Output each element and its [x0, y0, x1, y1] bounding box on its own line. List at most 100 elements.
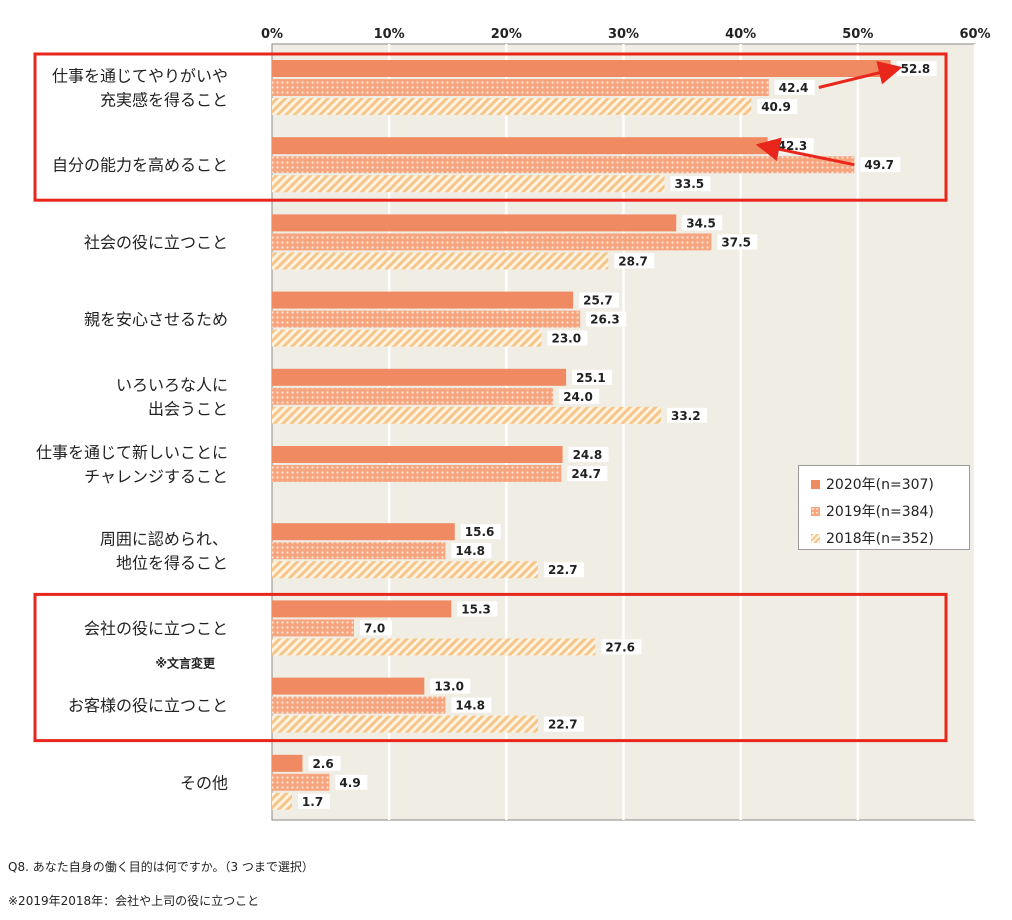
data-label-bg — [860, 157, 901, 173]
category-label: いろいろな人に — [116, 375, 228, 394]
data-label-bg — [451, 697, 492, 713]
footnote: ※2019年2018年：会社や上司の役に立つこと — [8, 894, 260, 908]
bar-chart: 0% 10% 20% 30% 40% 50% 60% 52.842.334.525.725.… — [33, 27, 991, 821]
bar — [272, 754, 303, 772]
category-label: 地位を得ること — [116, 554, 228, 573]
category-label: 仕事を通じて新しいことに — [36, 443, 228, 462]
bar — [272, 291, 574, 309]
data-label: 49.7 — [864, 158, 894, 172]
legend-item-2020: 2020年(n=307) — [811, 474, 934, 494]
data-label: 37.5 — [721, 235, 751, 249]
data-label-bg — [670, 176, 711, 192]
bar — [272, 446, 563, 463]
data-label: 34.5 — [686, 216, 716, 230]
x-tick-label: 0% — [261, 27, 283, 42]
data-label: 33.5 — [675, 177, 705, 191]
bar — [272, 561, 538, 579]
data-label-bg — [457, 601, 498, 617]
data-label-bg — [543, 716, 584, 732]
data-label: 23.0 — [551, 332, 581, 346]
bar — [272, 310, 581, 328]
legend-label-2018: 2018年(n=352) — [826, 531, 934, 547]
data-label-bg — [757, 99, 798, 114]
bar — [272, 60, 891, 77]
category-label: 社会の役に立つこと — [84, 233, 228, 252]
bar — [272, 465, 562, 482]
x-tick-label: 10% — [374, 27, 405, 42]
data-label-bg — [586, 311, 627, 327]
bar — [272, 329, 542, 347]
data-label: 1.7 — [302, 795, 323, 809]
data-label: 15.3 — [461, 602, 491, 616]
data-label: 2.6 — [312, 757, 333, 771]
data-label: 13.0 — [434, 680, 464, 694]
data-label-bg — [543, 562, 584, 578]
x-tick-label: 50% — [842, 27, 873, 42]
bar — [272, 715, 538, 733]
data-label: 26.3 — [590, 313, 620, 327]
data-label-bg — [547, 330, 588, 346]
data-label: 15.6 — [465, 525, 495, 539]
data-label: 4.9 — [339, 776, 360, 790]
category-label: 充実感を得ること — [100, 91, 228, 110]
bar — [272, 792, 292, 810]
category-label: 出会うこと — [148, 399, 228, 418]
legend-item-2019: 2019年(n=384) — [811, 501, 934, 521]
data-label-bg — [682, 215, 723, 231]
x-tick-label: 30% — [608, 27, 639, 42]
category-label: 自分の能力を高めること — [52, 156, 228, 175]
trend-arrow — [818, 61, 903, 89]
data-label: 22.7 — [548, 563, 578, 577]
data-label: 14.8 — [455, 544, 485, 558]
bar — [272, 368, 567, 386]
bar — [272, 773, 330, 791]
data-label-bg — [430, 678, 471, 694]
data-label-bg — [308, 755, 341, 771]
category-label: 仕事を通じてやりがいや — [52, 67, 228, 86]
x-tick-label: 40% — [725, 27, 756, 42]
x-tick-label: 20% — [491, 27, 522, 42]
trend-arrow — [755, 137, 855, 167]
bar — [272, 600, 452, 618]
bar — [272, 619, 355, 637]
data-label-bg — [559, 388, 600, 404]
bar — [272, 696, 446, 714]
bar — [272, 233, 712, 251]
bar — [272, 677, 425, 695]
data-label: 42.4 — [779, 81, 809, 95]
bar — [272, 175, 665, 193]
data-label: 28.7 — [618, 254, 648, 268]
bar — [272, 252, 609, 270]
data-label-bg — [567, 466, 608, 481]
data-label-bg — [568, 447, 609, 462]
data-label: 7.0 — [364, 621, 385, 635]
bar — [272, 98, 752, 115]
data-label-bg — [451, 543, 492, 559]
data-label: 22.7 — [548, 718, 578, 732]
data-label-bg — [666, 407, 707, 423]
bar — [272, 156, 855, 174]
bar — [272, 137, 768, 155]
category-label: 会社の役に立つこと — [84, 619, 228, 638]
data-label-bg — [614, 253, 655, 269]
data-label: 24.8 — [573, 448, 603, 462]
data-label: 25.1 — [576, 371, 606, 385]
data-label-bg — [717, 234, 758, 250]
highlight-box — [33, 52, 948, 202]
bar — [272, 79, 769, 96]
data-label-bg — [460, 524, 501, 540]
data-label: 25.7 — [583, 294, 613, 308]
data-label-bg — [579, 292, 620, 308]
legend-swatch-2019 — [811, 506, 820, 516]
data-label-bg — [360, 620, 393, 636]
category-label: チャレンジすること — [84, 467, 228, 486]
highlight-box — [33, 592, 948, 743]
data-label: 14.8 — [455, 699, 485, 713]
legend: 2020年(n=307) 2019年(n=384) 2018年(n=352) — [798, 465, 970, 550]
bar — [272, 523, 455, 541]
bar — [272, 638, 596, 656]
legend-label-2019: 2019年(n=384) — [826, 504, 934, 520]
category-label: 親を安心させるため — [84, 310, 228, 329]
data-label: 33.2 — [671, 409, 701, 423]
data-label-bg — [335, 774, 368, 790]
